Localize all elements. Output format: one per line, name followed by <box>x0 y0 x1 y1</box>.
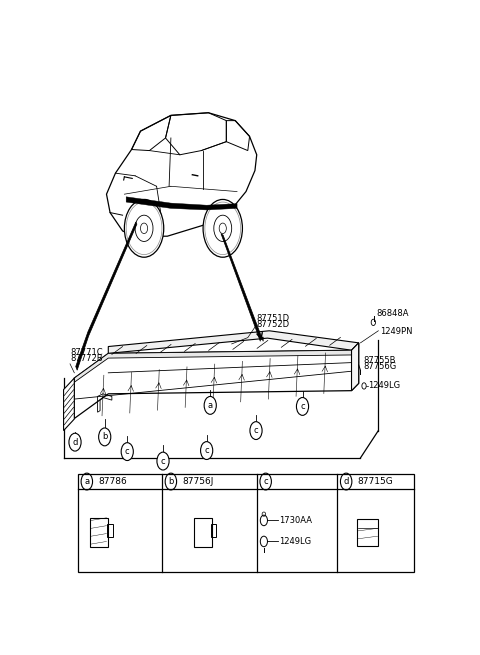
Text: 87786: 87786 <box>98 477 127 486</box>
Polygon shape <box>74 343 359 419</box>
Text: b: b <box>168 477 174 486</box>
Polygon shape <box>221 234 263 341</box>
Text: 1249LG: 1249LG <box>279 537 311 546</box>
Circle shape <box>204 396 216 415</box>
Text: c: c <box>161 457 165 466</box>
Circle shape <box>165 473 177 490</box>
Text: 87756G: 87756G <box>363 362 396 371</box>
Text: d: d <box>72 438 78 447</box>
Text: 87715G: 87715G <box>357 477 393 486</box>
Text: a: a <box>84 477 89 486</box>
Circle shape <box>201 441 213 460</box>
Circle shape <box>121 443 133 460</box>
Polygon shape <box>108 331 359 353</box>
Text: 1249LG: 1249LG <box>368 381 400 390</box>
Circle shape <box>260 473 271 490</box>
Text: 87772B: 87772B <box>70 354 103 364</box>
Polygon shape <box>351 343 359 390</box>
Circle shape <box>297 398 309 415</box>
Text: c: c <box>300 402 305 411</box>
Text: c: c <box>125 447 130 456</box>
Text: 86848A: 86848A <box>376 309 409 318</box>
Circle shape <box>69 433 81 451</box>
Text: c: c <box>264 477 268 486</box>
Circle shape <box>124 199 164 257</box>
Circle shape <box>203 199 242 257</box>
Text: b: b <box>102 432 108 441</box>
Text: 87752D: 87752D <box>257 320 290 329</box>
Circle shape <box>157 452 169 470</box>
Text: 1730AA: 1730AA <box>279 516 312 525</box>
Polygon shape <box>74 343 359 383</box>
Text: 87751D: 87751D <box>257 314 290 323</box>
Circle shape <box>98 428 111 446</box>
Bar <box>194 518 212 547</box>
Text: 87771C: 87771C <box>70 348 103 357</box>
Text: c: c <box>254 426 258 435</box>
Bar <box>107 524 113 537</box>
Polygon shape <box>63 378 74 430</box>
Polygon shape <box>126 196 237 210</box>
Polygon shape <box>76 222 137 370</box>
Circle shape <box>340 473 352 490</box>
Bar <box>357 519 378 546</box>
Bar <box>78 474 414 572</box>
Text: 87756J: 87756J <box>182 477 213 486</box>
Text: 1249PN: 1249PN <box>380 328 413 336</box>
Text: 87755B: 87755B <box>363 356 396 365</box>
Bar <box>211 524 216 537</box>
Text: d: d <box>344 477 349 486</box>
Text: a: a <box>208 401 213 410</box>
Circle shape <box>81 473 93 490</box>
Circle shape <box>250 422 262 440</box>
Text: c: c <box>204 446 209 455</box>
Bar <box>90 518 108 547</box>
